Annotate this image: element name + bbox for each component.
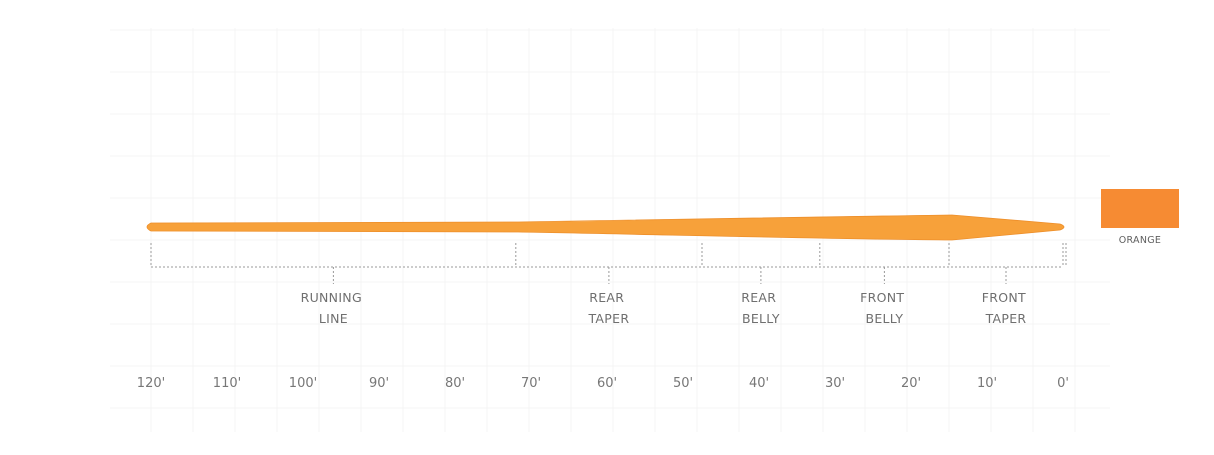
- segment-label-line: LINE: [319, 311, 348, 326]
- axis-tick-label: 120': [137, 376, 165, 391]
- axis-tick-label: 10': [977, 376, 997, 391]
- segment-label-line: TAPER: [985, 311, 1027, 326]
- axis-tick-label: 80': [445, 376, 465, 391]
- segment-label-line: TAPER: [587, 311, 629, 326]
- segment-label-line: RUNNING: [301, 290, 362, 305]
- segment-label-running-line: RUNNING LINE: [301, 290, 367, 326]
- segment-label-line: BELLY: [865, 311, 903, 326]
- segment-label-front-taper: FRONT TAPER: [982, 290, 1030, 326]
- segment-label-line: FRONT: [860, 290, 904, 305]
- segment-label-line: FRONT: [982, 290, 1026, 305]
- segment-label-line: REAR: [741, 290, 776, 305]
- axis-tick-label: 60': [597, 376, 617, 391]
- distance-axis: 120' 110' 100' 90' 80' 70' 60' 50' 40' 30' 20' 10' 0…: [137, 376, 1069, 391]
- segment-label-front-belly: FRONT BELLY: [860, 290, 908, 326]
- fly-line-profile: [146, 214, 1065, 241]
- segment-labels: RUNNING LINE REAR TAPER REAR BELLY FRONT…: [301, 290, 1030, 326]
- color-swatch: [1101, 189, 1179, 228]
- axis-tick-label: 70': [521, 376, 541, 391]
- color-swatch-label: ORANGE: [1119, 235, 1161, 246]
- axis-tick-label: 110': [213, 376, 241, 391]
- color-legend: ORANGE: [1101, 189, 1179, 246]
- axis-tick-label: 20': [901, 376, 921, 391]
- segment-label-rear-belly: REAR BELLY: [741, 290, 780, 326]
- axis-tick-label: 100': [289, 376, 317, 391]
- segment-label-line: REAR: [589, 290, 624, 305]
- axis-tick-label: 90': [369, 376, 389, 391]
- segment-label-line: BELLY: [742, 311, 780, 326]
- axis-tick-label: 40': [749, 376, 769, 391]
- segment-brackets: [150, 243, 1067, 284]
- segment-label-rear-taper: REAR TAPER: [587, 290, 629, 326]
- axis-tick-label: 30': [825, 376, 845, 391]
- axis-tick-label: 0': [1057, 376, 1069, 391]
- axis-tick-label: 50': [673, 376, 693, 391]
